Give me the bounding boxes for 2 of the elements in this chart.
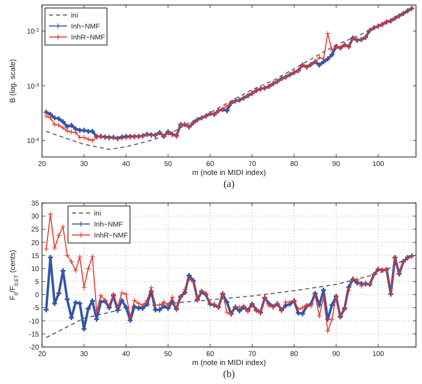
text: (a) xyxy=(223,179,235,190)
text: (b) xyxy=(223,369,235,380)
